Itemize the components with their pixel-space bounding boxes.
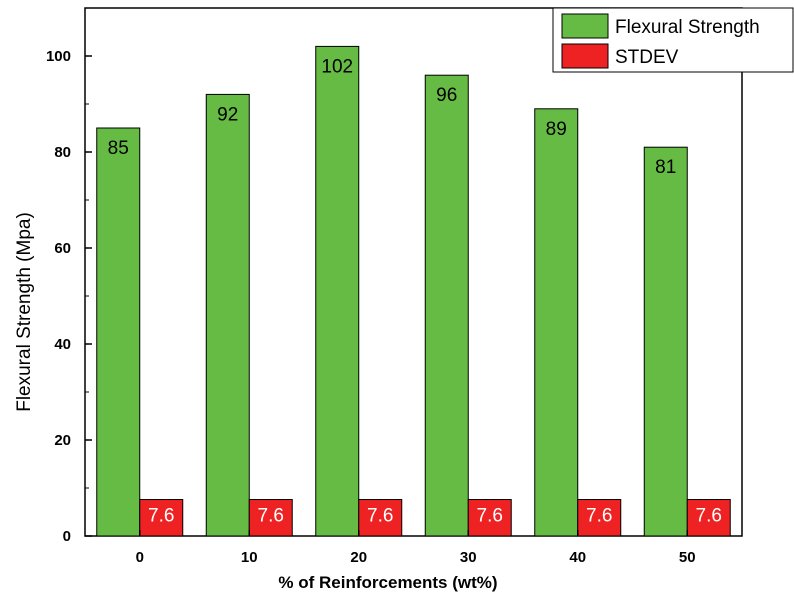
bar-stdev [577, 499, 622, 537]
y-tick-label: 100 [46, 48, 71, 65]
data-label-flexural-strength: 92 [217, 104, 238, 125]
bar-flexural-strength [315, 45, 360, 537]
y-tick-label: 0 [63, 528, 71, 545]
x-axis-title: % of Reinforcements (wt%) [278, 573, 497, 592]
y-tick-label: 20 [54, 432, 71, 449]
y-tick-label: 40 [54, 336, 71, 353]
legend: Flexural Strength STDEV [552, 7, 794, 73]
data-label-flexural-strength: 85 [108, 138, 129, 159]
bar-flexural-strength [96, 127, 141, 537]
plot-frame [84, 7, 743, 537]
bar-flexural-strength [205, 93, 250, 537]
legend-swatch [561, 43, 609, 69]
data-label-stdev: 7.6 [696, 506, 722, 527]
x-tick-label: 40 [569, 549, 586, 566]
x-tick-label: 50 [679, 549, 696, 566]
bar-stdev [248, 499, 293, 537]
data-label-stdev: 7.6 [258, 506, 284, 527]
bar-stdev [358, 499, 403, 537]
data-label-stdev: 7.6 [367, 506, 393, 527]
y-tick-label: 60 [54, 240, 71, 257]
x-tick-label: 30 [460, 549, 477, 566]
data-label-flexural-strength: 102 [321, 56, 353, 77]
data-label-flexural-strength: 96 [436, 85, 457, 106]
y-axis-title: Flexural Strength (Mpa) [14, 212, 35, 412]
x-tick-label: 10 [241, 549, 258, 566]
data-label-flexural-strength: 89 [546, 119, 567, 140]
x-tick-label: 20 [350, 549, 367, 566]
data-label-flexural-strength: 81 [655, 157, 676, 178]
bar-stdev [139, 499, 184, 537]
legend-swatch [561, 13, 609, 39]
bar-stdev [467, 499, 512, 537]
bar-flexural-strength [643, 146, 688, 537]
bar-flexural-strength [424, 74, 469, 537]
bar-flexural-strength [534, 108, 579, 537]
data-label-stdev: 7.6 [477, 506, 503, 527]
x-tick-label: 0 [136, 549, 144, 566]
legend-label: STDEV [615, 47, 679, 68]
bar-stdev [686, 499, 731, 537]
legend-label: Flexural Strength [615, 17, 760, 38]
plot-area: 0 20 40 60 80 100 85 7.6 0 92 7.6 10 102 7.6 20 96 7.6 30… [46, 7, 743, 566]
y-tick-label: 80 [54, 144, 71, 161]
data-label-stdev: 7.6 [148, 506, 174, 527]
data-label-stdev: 7.6 [586, 506, 612, 527]
